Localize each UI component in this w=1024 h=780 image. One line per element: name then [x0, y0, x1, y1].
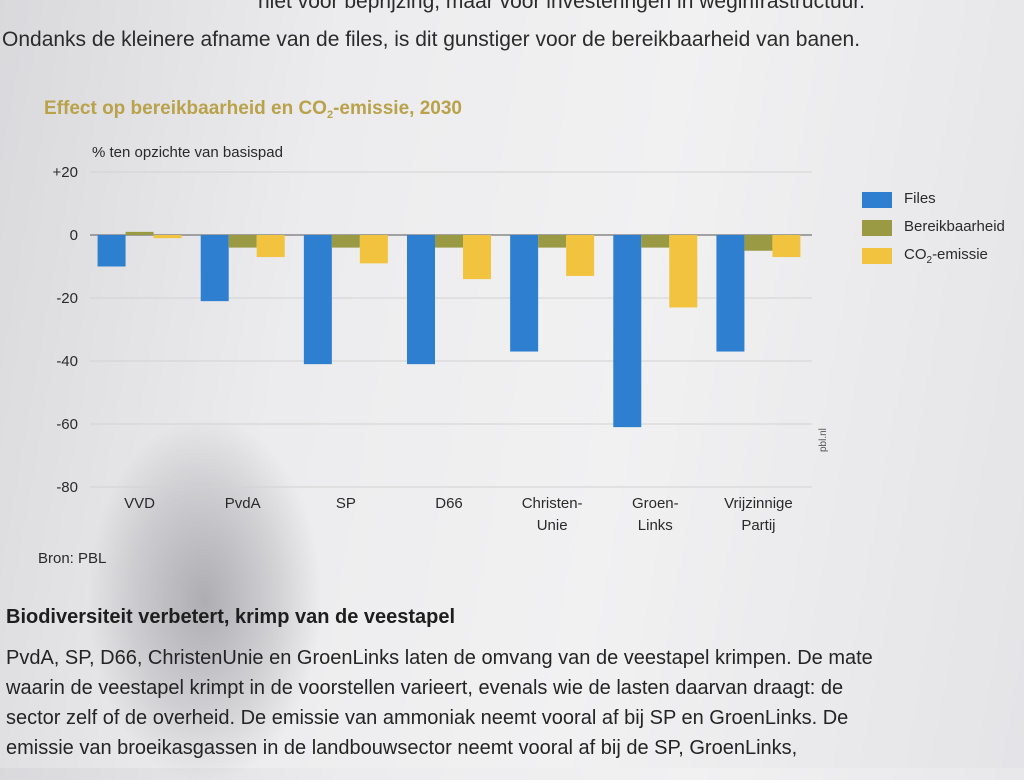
chart-credit: pbl.nl — [818, 428, 829, 452]
section-heading: Biodiversiteit verbetert, krimp van de v… — [6, 606, 456, 628]
legend-label-files: Files — [904, 190, 936, 207]
bar-co2 — [669, 235, 698, 308]
bar-bereikbaarheid — [435, 235, 463, 248]
x-category-label: Unie — [537, 517, 568, 534]
bar-files — [303, 235, 332, 365]
bar-bereikbaarheid — [228, 235, 257, 248]
legend-swatch-bereikbaarheid — [862, 220, 892, 236]
y-axis-label: % ten opzichte van basispad — [92, 144, 283, 161]
body-line: waarin de veestapel krimpt in de voorste… — [6, 677, 844, 699]
y-tick-label: -80 — [56, 479, 78, 496]
bar-co2 — [772, 235, 801, 258]
legend-label-co2-subscript: 2 — [926, 255, 933, 266]
chart-title-subscript: 2 — [326, 109, 334, 121]
bar-files — [200, 235, 229, 302]
bar-bereikbaarheid — [538, 235, 567, 248]
body-line: emissie van broeikasgassen in de landbou… — [6, 737, 798, 759]
intro-line-2: Ondanks de kleinere afname van de files,… — [2, 28, 861, 51]
x-category-label: D66 — [435, 495, 463, 512]
body-line: sector zelf of de overheid. De emissie v… — [6, 707, 849, 729]
chart-title-suffix: -emissie, 2030 — [333, 98, 462, 119]
intro-line-1: niet voor beprijzing, maar voor invester… — [258, 0, 865, 13]
y-tick-label: -40 — [56, 353, 78, 370]
bar-bereikbaarheid — [331, 235, 360, 248]
body-line: PvdA, SP, D66, ChristenUnie en GroenLink… — [6, 647, 873, 669]
legend-label-co2-suffix: -emissie — [932, 246, 988, 263]
bar-files — [716, 235, 745, 352]
bar-bereikbaarheid — [125, 231, 154, 235]
legend-swatch-co2 — [862, 248, 892, 264]
y-tick-label: 0 — [70, 227, 78, 244]
chart-source: Bron: PBL — [38, 550, 107, 567]
bar-co2 — [256, 235, 285, 258]
legend-label-co2-prefix: CO — [904, 246, 927, 263]
bar-files — [97, 235, 126, 267]
x-category-label: Partij — [741, 517, 775, 534]
bar-files — [510, 235, 539, 352]
y-tick-label: -60 — [56, 416, 78, 433]
bar-bereikbaarheid — [744, 235, 773, 251]
legend-label-co2: CO2-emissie — [904, 246, 988, 266]
bar-co2 — [566, 235, 595, 276]
bar-files — [407, 235, 435, 365]
legend-swatch-files — [862, 192, 892, 208]
bar-co2 — [359, 235, 388, 264]
bar-co2 — [463, 235, 491, 280]
chart-title-prefix: Effect op bereikbaarheid en CO — [44, 98, 327, 119]
bar-files — [613, 235, 642, 428]
x-category-label: PvdA — [225, 495, 261, 512]
y-tick-label: +20 — [53, 164, 78, 181]
x-category-label: Links — [638, 517, 673, 534]
body-paragraph: PvdA, SP, D66, ChristenUnie en GroenLink… — [6, 643, 1016, 763]
y-tick-label: -20 — [56, 290, 78, 307]
bar-co2 — [153, 235, 182, 239]
x-category-label: Groen- — [632, 495, 679, 512]
x-category-label: VVD — [124, 495, 155, 512]
legend-label-bereikbaarheid: Bereikbaarheid — [904, 218, 1005, 235]
bar-bereikbaarheid — [641, 235, 670, 248]
x-category-label: Christen- — [522, 495, 583, 512]
x-category-label: SP — [336, 495, 356, 512]
chart-title: Effect op bereikbaarheid en CO2-emissie,… — [44, 98, 462, 121]
x-category-label: Vrijzinnige — [724, 495, 793, 512]
